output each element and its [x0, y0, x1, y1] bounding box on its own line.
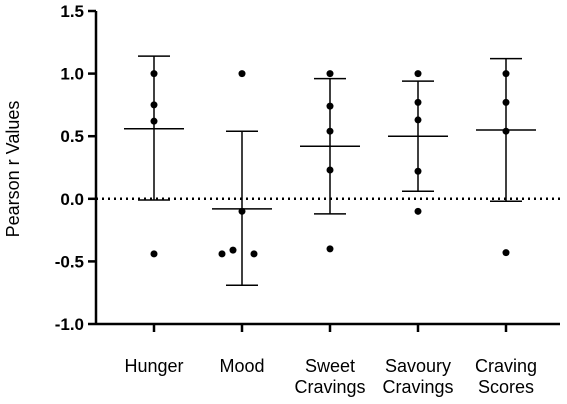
- category-labels: Hunger Mood SweetCravingsSavouryCravingsCr…: [124, 356, 537, 397]
- data-point: [414, 207, 422, 215]
- data-point: [250, 250, 258, 258]
- series-group: [300, 70, 360, 253]
- y-tick-label: -1.0: [55, 315, 84, 334]
- series-group: [388, 70, 448, 215]
- x-category-label: Cravings: [294, 377, 365, 397]
- x-category-label: Craving: [475, 356, 537, 376]
- axes: 1.5 1.0 0.5 0.0 -0.5 -1.0: [55, 2, 560, 334]
- y-tick-label: 1.5: [60, 2, 84, 21]
- x-category-label: Sweet: [305, 356, 355, 376]
- data-point: [502, 249, 510, 257]
- data-point: [502, 98, 510, 106]
- data-point: [326, 127, 334, 135]
- series-group: [476, 57, 536, 257]
- data-marks: [124, 55, 536, 286]
- data-point: [150, 101, 158, 109]
- data-point: [238, 207, 246, 215]
- data-point: [229, 246, 237, 254]
- y-tick-label: 0.5: [60, 127, 84, 146]
- data-point: [326, 102, 334, 110]
- x-category-label: Savoury: [385, 356, 451, 376]
- data-point: [238, 70, 246, 78]
- x-category-label: Mood: [219, 356, 264, 376]
- x-category-label: Hunger: [124, 356, 183, 376]
- data-point: [326, 166, 334, 174]
- data-point: [502, 127, 510, 135]
- y-tick-label: 0.0: [60, 190, 84, 209]
- series-group: [212, 70, 272, 286]
- data-point: [326, 245, 334, 253]
- x-category-label: Scores: [478, 377, 534, 397]
- y-axis-title: Pearson r Values: [3, 101, 23, 238]
- data-point: [414, 167, 422, 175]
- y-tick-label: -0.5: [55, 252, 84, 271]
- data-point: [502, 70, 510, 78]
- data-point: [414, 116, 422, 124]
- data-point: [150, 70, 158, 78]
- y-tick-label: 1.0: [60, 65, 84, 84]
- data-point: [150, 117, 158, 125]
- data-point: [150, 250, 158, 258]
- data-point: [414, 70, 422, 78]
- series-group: [124, 55, 184, 258]
- data-point: [414, 98, 422, 106]
- x-category-label: Cravings: [382, 377, 453, 397]
- data-point: [326, 70, 334, 78]
- data-point: [218, 250, 226, 258]
